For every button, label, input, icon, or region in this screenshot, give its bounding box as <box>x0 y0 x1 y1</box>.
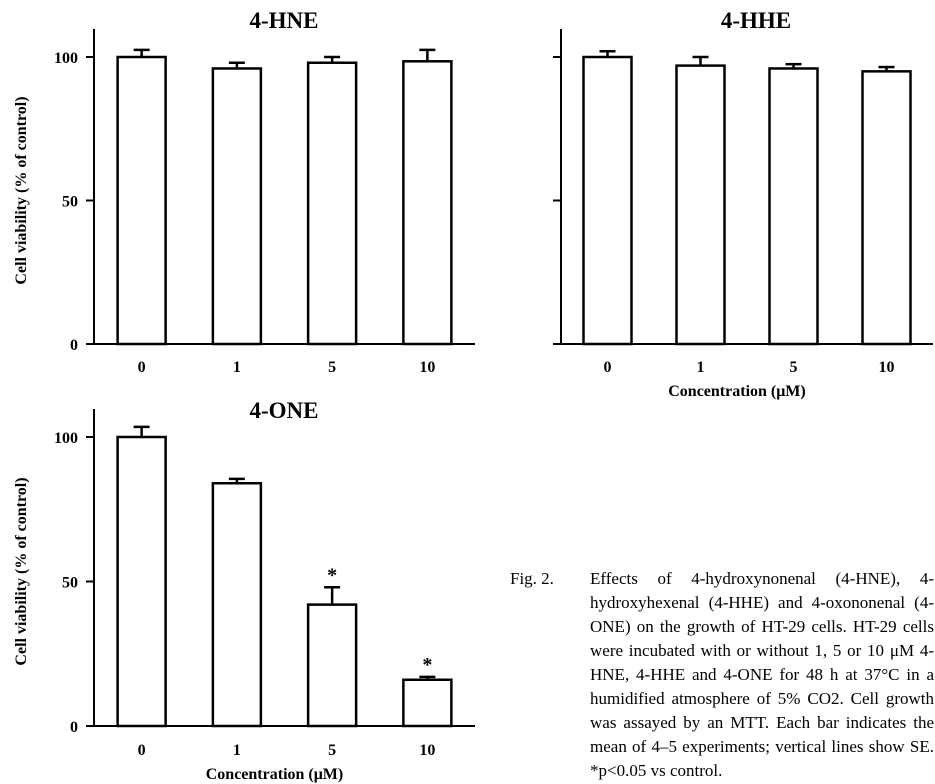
bar <box>402 60 453 346</box>
significance-marker: * <box>327 564 337 586</box>
x-tick-label: 5 <box>328 359 336 376</box>
y-tick-label: 100 <box>54 430 78 447</box>
x-tick-label: 0 <box>138 742 146 759</box>
x-tick-label: 1 <box>697 359 705 376</box>
bar <box>675 64 726 346</box>
bar <box>582 55 633 346</box>
x-tick-label: 1 <box>233 742 241 759</box>
y-axis-label: Cell viability (% of control) <box>13 477 30 665</box>
chart-panel-4hhe: 4-HHE 0 1 5 10 Concentration (μM) <box>553 8 933 400</box>
x-tick-label: 10 <box>419 359 435 376</box>
y-axis-label: Cell viability (% of control) <box>13 96 30 284</box>
x-tick-label: 1 <box>233 359 241 376</box>
bar <box>861 70 912 346</box>
chart-title: 4-ONE <box>250 398 319 423</box>
caption-label: Fig. 2. <box>510 569 554 588</box>
bar <box>306 61 358 346</box>
chart-title: 4-HHE <box>721 8 791 33</box>
x-tick-label: 10 <box>419 742 435 759</box>
x-tick-label: 10 <box>879 359 895 376</box>
y-tick-label: 100 <box>54 50 78 67</box>
y-tick-label: 50 <box>62 575 78 592</box>
bar <box>768 67 819 346</box>
x-axis-label: Concentration (μM) <box>206 766 343 783</box>
x-tick-label: 0 <box>138 359 146 376</box>
bar <box>116 435 167 728</box>
x-tick-label: 5 <box>328 742 336 759</box>
bar <box>402 678 453 728</box>
significance-marker: * <box>422 654 432 676</box>
bar <box>211 481 263 728</box>
x-tick-label: 5 <box>790 359 798 376</box>
caption-text: Effects of 4-hydroxynonenal (4-HNE), 4-h… <box>590 569 934 780</box>
bar <box>116 55 167 346</box>
x-axis-label: Concentration (μM) <box>668 383 805 400</box>
chart-title: 4-HNE <box>250 8 319 33</box>
bar <box>306 603 358 728</box>
y-tick-label: 0 <box>70 337 78 354</box>
y-tick-label: 0 <box>70 719 78 736</box>
x-tick-label: 0 <box>604 359 612 376</box>
y-tick-label: 50 <box>62 194 78 211</box>
bar <box>211 67 263 346</box>
